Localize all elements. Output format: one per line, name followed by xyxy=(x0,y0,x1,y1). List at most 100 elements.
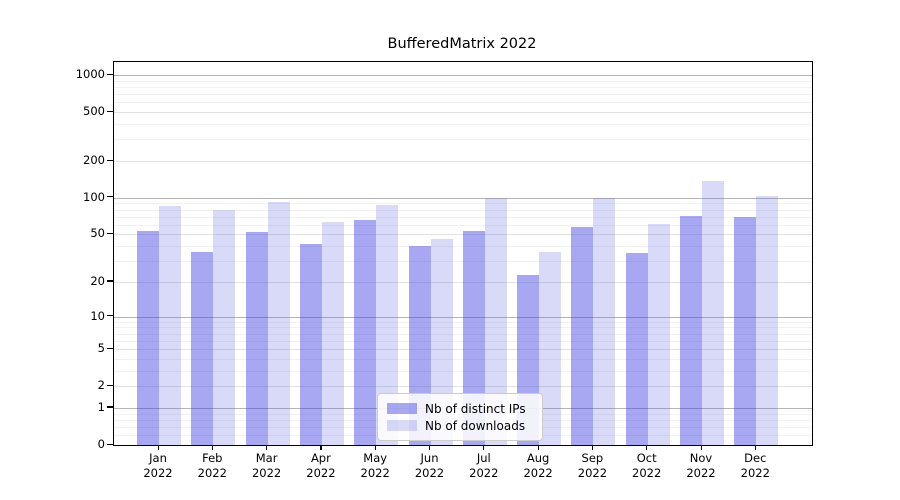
gridline-y-600 xyxy=(114,102,812,104)
y-tick-mark-200 xyxy=(107,159,113,161)
x-tick-label-sep: Sep 2022 xyxy=(562,451,622,481)
x-tick-month-nov: Nov xyxy=(689,451,713,465)
x-tick-year-jul: 2022 xyxy=(469,466,499,480)
x-tick-label-nov: Nov 2022 xyxy=(671,451,731,481)
bar-downloads-oct xyxy=(647,224,670,445)
x-tick-month-sep: Sep xyxy=(581,451,604,465)
legend-label-downloads: Nb of downloads xyxy=(425,418,526,433)
x-tick-mark-feb xyxy=(211,445,213,450)
bar-distinct-ips-feb xyxy=(191,251,214,445)
plot-area xyxy=(113,61,813,446)
x-tick-month-mar: Mar xyxy=(255,451,278,465)
bar-downloads-sep xyxy=(593,197,616,445)
bars-layer xyxy=(114,62,812,445)
gridline-y-500 xyxy=(114,112,812,113)
x-tick-mark-sep xyxy=(591,445,594,450)
gridline-y-300 xyxy=(114,139,812,141)
y-tick-mark-50 xyxy=(107,232,113,235)
bar-downloads-feb xyxy=(213,209,236,445)
y-tick-label-5: 5 xyxy=(97,341,105,355)
gridline-y-9 xyxy=(114,321,812,323)
y-tick-label-10: 10 xyxy=(90,308,105,323)
x-tick-mark-may xyxy=(374,445,376,450)
bar-distinct-ips-dec xyxy=(734,216,757,445)
x-tick-month-may: May xyxy=(363,451,388,465)
gridline-y-6 xyxy=(114,340,812,342)
x-tick-month-dec: Dec xyxy=(744,451,767,465)
x-tick-year-aug: 2022 xyxy=(523,466,553,480)
y-tick-label-1: 1 xyxy=(97,399,105,414)
y-tick-label-100: 100 xyxy=(83,189,105,204)
x-tick-mark-aug xyxy=(537,445,539,450)
x-tick-label-dec: Dec 2022 xyxy=(725,451,785,481)
y-tick-mark-1000 xyxy=(107,73,113,75)
gridline-y-200 xyxy=(114,161,812,162)
x-tick-label-apr: Apr 2022 xyxy=(291,451,351,481)
x-tick-label-jun: Jun 2022 xyxy=(400,451,460,481)
legend-swatch-downloads xyxy=(387,420,417,431)
x-tick-month-jul: Jul xyxy=(476,451,491,465)
bar-distinct-ips-mar xyxy=(245,232,268,445)
gridline-y-2 xyxy=(114,386,812,388)
x-tick-mark-nov xyxy=(700,445,702,450)
x-tick-month-jun: Jun xyxy=(420,451,439,465)
x-tick-year-may: 2022 xyxy=(360,466,390,480)
y-tick-label-20: 20 xyxy=(90,273,105,288)
y-tick-label-200: 200 xyxy=(83,153,105,167)
x-tick-year-feb: 2022 xyxy=(197,466,227,480)
bar-downloads-jan xyxy=(159,206,181,445)
gridline-y-900 xyxy=(114,80,812,82)
x-tick-label-feb: Feb 2022 xyxy=(182,451,242,481)
gridline-y-30 xyxy=(114,261,812,263)
x-tick-year-oct: 2022 xyxy=(632,466,662,480)
x-tick-label-may: May 2022 xyxy=(345,451,405,481)
bar-downloads-may xyxy=(376,204,399,445)
x-tick-mark-jun xyxy=(429,445,431,450)
y-tick-mark-2 xyxy=(107,384,113,386)
y-tick-mark-10 xyxy=(107,315,113,317)
x-tick-mark-mar xyxy=(266,445,268,450)
bar-distinct-ips-apr xyxy=(299,243,322,445)
gridline-y-50 xyxy=(114,234,812,236)
gridline-y-5 xyxy=(114,349,812,350)
legend-swatch-distinct-ips xyxy=(387,403,417,414)
gridline-y-1000 xyxy=(114,75,812,76)
y-tick-label-0: 0 xyxy=(97,437,105,451)
x-tick-month-aug: Aug xyxy=(526,451,550,465)
gridline-y-3 xyxy=(114,370,812,372)
bar-distinct-ips-jan xyxy=(137,231,159,445)
gridline-y-10 xyxy=(114,316,812,318)
gridline-y-400 xyxy=(114,124,812,125)
y-tick-mark-500 xyxy=(107,110,113,112)
x-tick-mark-dec xyxy=(754,445,756,450)
bar-downloads-dec xyxy=(756,195,779,445)
chart-title: BufferedMatrix 2022 xyxy=(387,36,537,52)
bar-downloads-nov xyxy=(702,181,724,445)
gridline-y-4 xyxy=(114,358,812,360)
x-tick-year-dec: 2022 xyxy=(740,466,770,480)
gridline-y-800 xyxy=(114,86,812,88)
x-tick-year-apr: 2022 xyxy=(306,466,336,480)
gridline-y-60 xyxy=(114,224,812,226)
x-tick-month-apr: Apr xyxy=(310,451,331,465)
bar-distinct-ips-nov xyxy=(680,215,702,445)
y-tick-mark-0 xyxy=(107,443,113,445)
x-tick-mark-jul xyxy=(483,445,485,450)
x-tick-mark-oct xyxy=(646,445,648,450)
y-tick-label-50: 50 xyxy=(90,226,105,241)
legend-row-downloads: Nb of downloads xyxy=(387,417,533,434)
x-tick-label-aug: Aug 2022 xyxy=(508,451,568,481)
x-tick-label-oct: Oct 2022 xyxy=(617,451,677,481)
gridline-y-7 xyxy=(114,333,812,335)
gridline-y-80 xyxy=(114,209,812,211)
gridline-y-40 xyxy=(114,246,812,248)
bar-distinct-ips-may xyxy=(354,219,377,445)
gridline-y-70 xyxy=(114,216,812,218)
legend-row-distinct-ips: Nb of distinct IPs xyxy=(387,400,533,417)
legend: Nb of distinct IPs Nb of downloads xyxy=(377,393,543,441)
x-tick-label-jan: Jan 2022 xyxy=(128,451,188,481)
bar-downloads-mar xyxy=(267,202,290,445)
x-tick-month-feb: Feb xyxy=(202,451,223,465)
gridline-y-20 xyxy=(114,281,812,283)
